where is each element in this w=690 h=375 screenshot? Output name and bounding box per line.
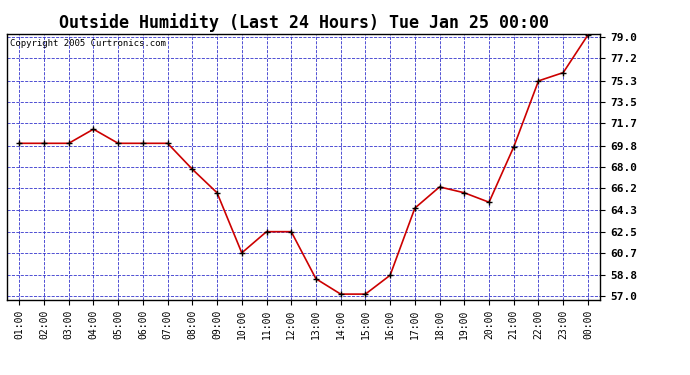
Title: Outside Humidity (Last 24 Hours) Tue Jan 25 00:00: Outside Humidity (Last 24 Hours) Tue Jan… bbox=[59, 13, 549, 32]
Text: Copyright 2005 Curtronics.com: Copyright 2005 Curtronics.com bbox=[10, 39, 166, 48]
